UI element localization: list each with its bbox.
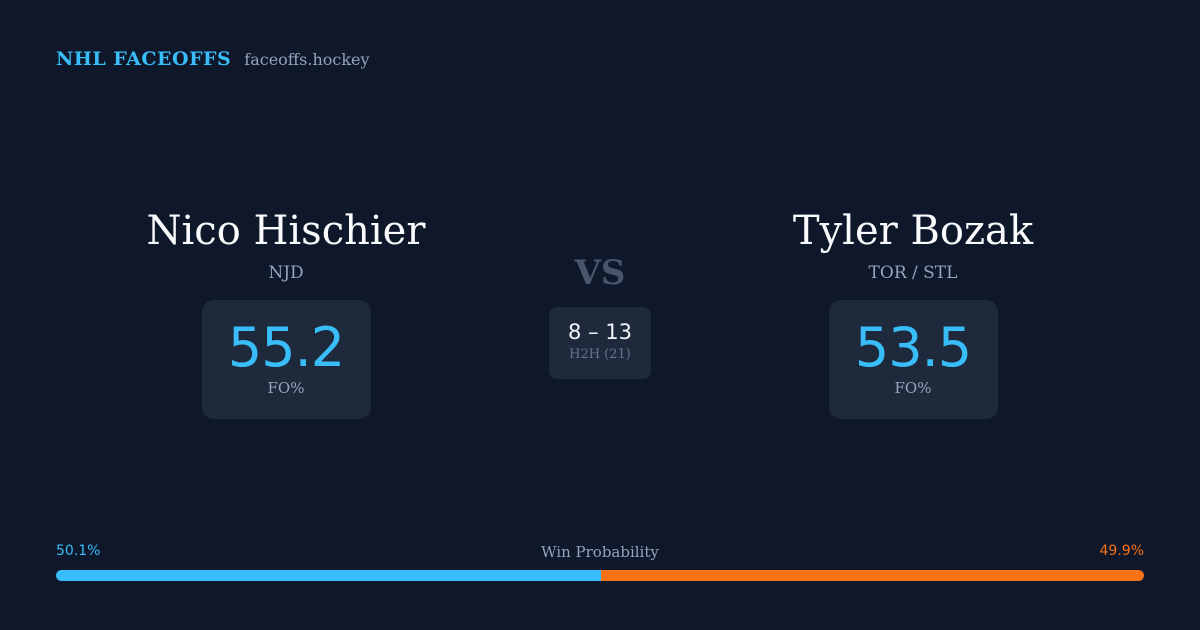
player-right-stat-card: 53.5 FO% bbox=[828, 300, 998, 419]
win-probability-left: 50.1% bbox=[56, 543, 101, 559]
player-right-fo-value: 53.5 bbox=[854, 316, 972, 379]
player-left-team: NJD bbox=[268, 263, 304, 283]
h2h-card: 8 – 13 H2H (21) bbox=[549, 307, 651, 379]
h2h-score: 8 – 13 bbox=[568, 320, 632, 344]
win-probability-bar-left bbox=[56, 570, 602, 581]
player-right-fo-label: FO% bbox=[894, 379, 932, 397]
brand-site: faceoffs.hockey bbox=[244, 50, 370, 69]
player-left: Nico Hischier NJD 55.2 FO% bbox=[46, 203, 526, 419]
win-probability-bar-right bbox=[601, 570, 1144, 581]
player-left-name: Nico Hischier bbox=[146, 208, 426, 254]
player-left-fo-label: FO% bbox=[267, 379, 305, 397]
player-left-stat-card: 55.2 FO% bbox=[201, 300, 371, 419]
player-right-team: TOR / STL bbox=[868, 263, 958, 283]
h2h-label: H2H (21) bbox=[569, 347, 631, 362]
win-probability-title: Win Probability bbox=[541, 543, 659, 561]
win-probability-labels: 50.1% Win Probability 49.9% bbox=[56, 543, 1144, 563]
player-right-name: Tyler Bozak bbox=[792, 208, 1034, 254]
win-probability-right: 49.9% bbox=[1099, 543, 1144, 559]
brand-title: NHL FACEOFFS bbox=[56, 48, 232, 70]
brand-header: NHL FACEOFFS faceoffs.hockey bbox=[56, 48, 370, 70]
win-probability-bar bbox=[56, 570, 1144, 581]
player-left-fo-value: 55.2 bbox=[227, 316, 345, 379]
vs-label: VS bbox=[574, 253, 626, 293]
player-right: Tyler Bozak TOR / STL 53.5 FO% bbox=[673, 203, 1153, 419]
